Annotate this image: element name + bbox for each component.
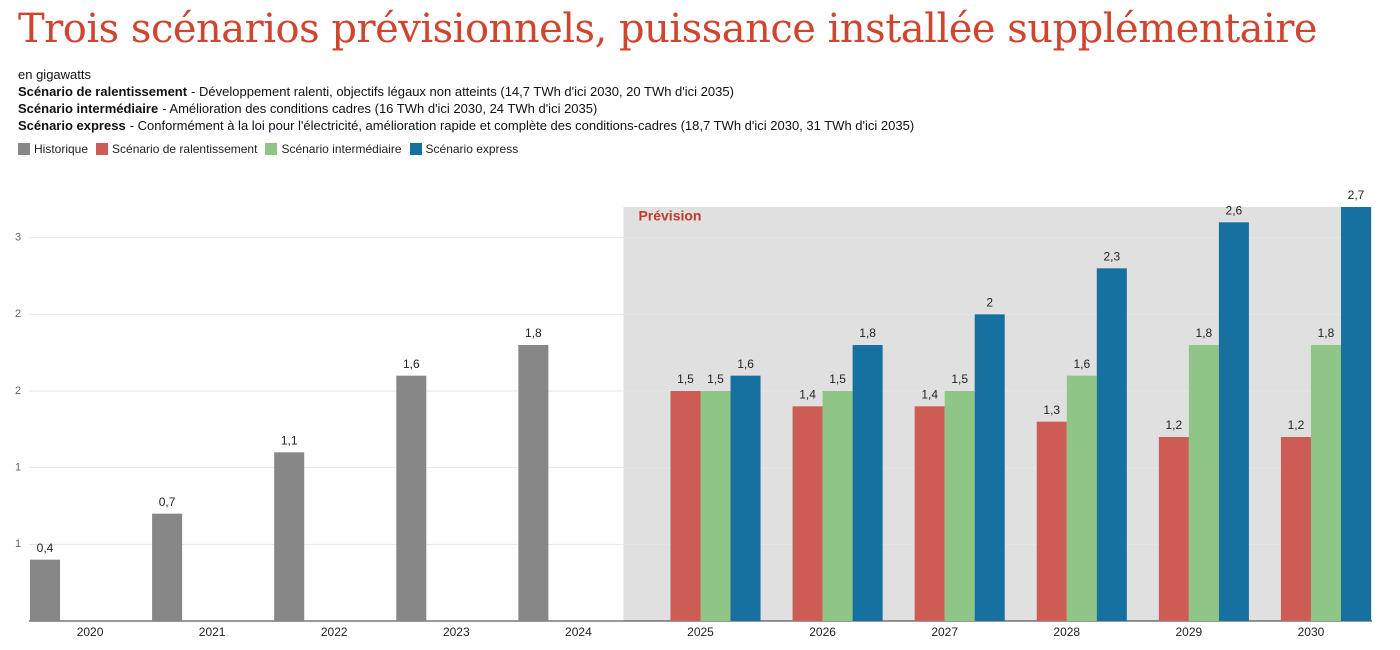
data-label: 1,3: [1043, 403, 1060, 417]
bar: [822, 391, 853, 621]
bar: [1066, 375, 1097, 621]
scenario-text: - Conformément à la loi pour l'électrici…: [129, 118, 915, 133]
scenario-name: Scénario express: [18, 118, 126, 133]
data-label: 1,4: [921, 388, 938, 402]
bar: [852, 345, 883, 621]
bar: [274, 452, 305, 621]
legend-swatch: [409, 143, 422, 155]
data-label: 1,6: [1073, 357, 1090, 371]
chart-title: Trois scénarios prévisionnels, puissance…: [18, 6, 1318, 52]
y-tick-label: 1: [15, 462, 21, 474]
data-label: 1,8: [859, 326, 876, 340]
x-tick-label: 2023: [443, 625, 470, 639]
data-label: 1,6: [737, 357, 754, 371]
bar: [974, 314, 1005, 621]
description: Scénario intermédiaire - Amélioration des…: [18, 100, 1388, 117]
x-tick-label: 2020: [77, 625, 104, 639]
data-label: 0,7: [159, 495, 176, 509]
bar: [1218, 222, 1249, 622]
data-label: 2,6: [1226, 204, 1243, 218]
bar: [1310, 345, 1341, 621]
bar: [914, 406, 945, 621]
x-tick-label: 2028: [1053, 625, 1080, 639]
bar: [730, 375, 761, 621]
bar: [518, 345, 549, 621]
legend-item: Scénario de ralentissement: [96, 142, 257, 156]
legend-item: Scénario intermédiaire: [265, 142, 402, 156]
legend-item: Scénario express: [409, 142, 519, 156]
data-label: 1,2: [1288, 418, 1305, 432]
data-label: 1,1: [281, 434, 298, 448]
legend-label: Historique: [34, 142, 89, 156]
data-label: 1,2: [1166, 418, 1183, 432]
bar: [1158, 437, 1189, 621]
data-label: 2,7: [1348, 188, 1365, 202]
x-tick-label: 2021: [199, 625, 226, 639]
bar: [396, 375, 427, 621]
data-label: 1,8: [1196, 326, 1213, 340]
data-label: 0,4: [37, 541, 54, 555]
scenario-text: - Développement ralenti, objectifs légau…: [191, 84, 734, 99]
data-label: 1,8: [1318, 326, 1335, 340]
scenario-text: - Amélioration des conditions cadres (16…: [162, 101, 598, 116]
scenario-name: Scénario intermédiaire: [18, 101, 159, 116]
bar: [1280, 437, 1311, 621]
legend: Historique Scénario de ralentissement Scén…: [18, 142, 1388, 156]
legend-item: Historique: [18, 142, 88, 156]
y-tick-label: 1: [15, 538, 21, 550]
subtitle: en gigawatts: [18, 67, 91, 82]
y-tick-label: 2: [15, 385, 21, 397]
x-tick-label: 2025: [687, 625, 714, 639]
x-tick-label: 2022: [321, 625, 348, 639]
data-label: 1,5: [951, 372, 968, 386]
data-label: 1,5: [707, 372, 724, 386]
bar: [670, 391, 701, 621]
data-label: 1,5: [677, 372, 694, 386]
data-label: 1,6: [403, 357, 420, 371]
legend-label: Scénario intermédiaire: [281, 142, 402, 156]
data-label: 2: [986, 296, 993, 310]
data-label: 1,5: [829, 372, 846, 386]
x-tick-label: 2027: [931, 625, 958, 639]
x-tick-label: 2024: [565, 625, 592, 639]
annotation: Prévision: [638, 208, 701, 224]
bar: [1188, 345, 1219, 621]
bar: [700, 391, 731, 621]
x-tick-label: 2026: [809, 625, 836, 639]
scenario-name: Scénario de ralentissement: [18, 84, 188, 99]
legend-label: Scénario express: [425, 142, 519, 156]
legend-label: Scénario de ralentissement: [112, 142, 258, 156]
bar: [30, 559, 61, 621]
bar: [1340, 207, 1371, 621]
description: Scénario express - Conformément à la loi …: [18, 117, 1388, 134]
y-tick-label: 3: [15, 232, 21, 244]
x-tick-label: 2029: [1176, 625, 1203, 639]
bar: [792, 406, 823, 621]
bar: [944, 391, 975, 621]
description: Scénario de ralentissement - Développemen…: [18, 83, 1388, 100]
data-label: 1,8: [525, 326, 542, 340]
y-tick-label: 2: [15, 308, 21, 320]
legend-swatch: [265, 143, 278, 155]
x-tick-label: 2030: [1298, 625, 1325, 639]
legend-swatch: [96, 143, 109, 155]
bar: [1096, 268, 1127, 621]
header: Trois scénarios prévisionnels, puissance…: [18, 0, 1388, 156]
bar: [152, 513, 183, 621]
data-label: 2,3: [1103, 250, 1120, 264]
data-label: 1,4: [799, 388, 816, 402]
legend-swatch: [18, 143, 30, 155]
bar: [1036, 421, 1067, 621]
